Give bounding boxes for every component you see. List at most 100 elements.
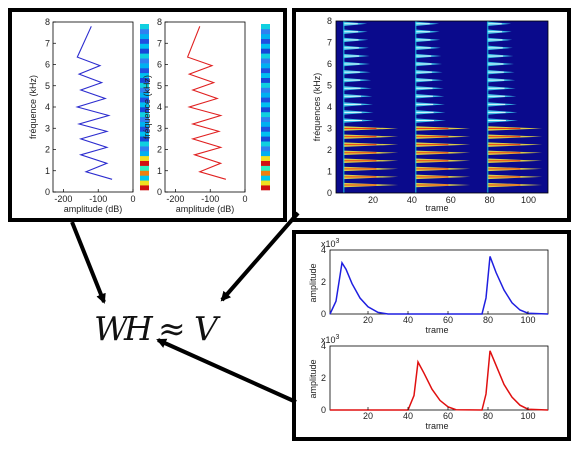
spectrum-right-colorbar-cell [261, 92, 270, 98]
activation-bottom-plot: 0 2 4 20 40 60 80 100 [321, 341, 549, 421]
activation-top-xtick-label: 60 [443, 315, 453, 325]
spectrum-left-colorbar-cell [140, 121, 149, 127]
spectrum-left-ytick-label: 6 [45, 60, 50, 70]
spectrogram-ytick-label: 8 [327, 16, 332, 26]
activation-bottom-line [330, 350, 549, 411]
spectrum-left-ytick-label: 7 [45, 38, 50, 48]
spectrum-right-ytick-label: 0 [157, 187, 162, 197]
formula-approx: ≈ [158, 309, 186, 348]
spectrum-left-colorbar [140, 24, 149, 191]
formula-w: W [94, 309, 131, 348]
spectrum-left-colorbar-cell [140, 146, 149, 152]
activation-top-xtick-label: 40 [403, 315, 413, 325]
spectrum-left-colorbar-cell [140, 43, 149, 49]
spectrum-right-colorbar-cell [261, 63, 270, 69]
activation-top-line [329, 256, 549, 315]
spectrogram-ytick-label: 0 [327, 188, 332, 198]
arrow-activations-to-formula [156, 338, 297, 404]
activation-top-ytick-label: 0 [321, 309, 326, 319]
spectrogram-ytick-label: 2 [327, 145, 332, 155]
activations-panel: 0 2 4 20 40 60 80 100 amplitude trame x103 0 2 4 2… [308, 238, 549, 431]
spectrum-left-colorbar-cell [140, 126, 149, 132]
spectrum-left-colorbar-cell [140, 77, 149, 83]
spectrum-left-colorbar-cell [140, 111, 149, 118]
spectrum-left-line [75, 26, 113, 180]
spectrum-left-ytick-label: 2 [45, 145, 50, 155]
spectrum-right-xlabel: amplitude (dB) [176, 204, 235, 214]
spectrum-right-colorbar-cell [261, 24, 270, 30]
spectrum-left-xtick-label: -200 [54, 194, 72, 204]
spectrum-right-colorbar [261, 24, 270, 191]
spectrum-right-colorbar-cell [261, 97, 270, 103]
spectrum-right-colorbar-cell [261, 160, 270, 166]
activation-top-plot: 0 2 4 20 40 60 80 100 [321, 245, 549, 325]
activation-top-xtick-label: 100 [520, 315, 535, 325]
spectrum-left-colorbar-cell [140, 116, 149, 122]
spectrum-left-colorbar-cell [140, 141, 149, 147]
spectrum-right-ytick-label: 1 [157, 166, 162, 176]
spectrum-right-ytick-label: 6 [157, 60, 162, 70]
activation-bottom-xlabel: trame [425, 421, 448, 431]
spectrogram-background [336, 21, 548, 193]
spectrum-left-colorbar-cell [140, 97, 149, 103]
spectrum-left-colorbar-cell [140, 165, 149, 171]
spectrogram-panel: 0 1 2 3 4 5 6 7 8 20 40 60 80 100 fréquences (kHz) tr… [312, 16, 549, 213]
spectrum-left-ytick-label: 3 [45, 123, 50, 133]
spectrum-left-xtick-label: -100 [89, 194, 107, 204]
spectrum-left-colorbar-cell [140, 63, 149, 69]
spectrum-left-ytick-label: 8 [45, 17, 50, 27]
activation-top-xlabel: trame [425, 325, 448, 335]
spectrum-right-colorbar-cell [261, 58, 270, 64]
spectrum-left-xlabel: amplitude (dB) [64, 204, 123, 214]
spectrum-right-colorbar-cell [261, 87, 270, 93]
spectrum-right-xtick-label: 0 [242, 194, 247, 204]
activation-top-xtick-label: 80 [483, 315, 493, 325]
spectrum-right-ylabel: fréquence (kHz) [142, 75, 152, 139]
spectrogram-xtick-label: 60 [446, 195, 456, 205]
spectrum-right-colorbar-cell [261, 43, 270, 49]
spectrum-right-colorbar-cell [261, 141, 270, 147]
spectrum-left-ytick-label: 4 [45, 102, 50, 112]
spectrum-left-plot: 0 1 2 3 4 5 6 7 8 -200 -100 0 [45, 17, 136, 204]
spectrum-right-colorbar-cell [261, 38, 270, 44]
spectrum-right-colorbar-cell [261, 72, 270, 78]
spectrum-right-xtick-label: -100 [201, 194, 219, 204]
spectrum-left-xtick-label: 0 [130, 194, 135, 204]
activation-top-ylabel: amplitude [308, 263, 318, 302]
spectrogram-xtick-label: 40 [407, 195, 417, 205]
spectrum-right-ytick-label: 7 [157, 38, 162, 48]
spectrum-right-colorbar-cell [261, 121, 270, 127]
spectrum-right-colorbar-cell [261, 165, 270, 171]
spectrogram-xtick-label: 100 [521, 195, 536, 205]
spectrum-right-colorbar-cell [261, 136, 270, 142]
spectrum-right-colorbar-cell [261, 82, 270, 88]
spectrum-left-ytick-label: 1 [45, 166, 50, 176]
spectrogram-axes [335, 20, 549, 194]
spectrum-right-colorbar-cell [261, 116, 270, 122]
spectrum-left-axes [52, 21, 134, 193]
activation-bottom-ytick-label: 4 [321, 341, 326, 351]
spectrum-left-colorbar-cell [140, 170, 149, 176]
activation-top-axes [329, 249, 549, 315]
spectrum-left-colorbar-cell [140, 53, 149, 59]
spectrum-left-colorbar-cell [140, 180, 149, 186]
spectrogram-ytick-label: 5 [327, 81, 332, 91]
spectrogram-ylabel: fréquences (kHz) [312, 73, 322, 142]
spectrum-left-colorbar-cell [140, 136, 149, 142]
spectrum-left-ytick-label: 5 [45, 81, 50, 91]
spectrum-left-colorbar-cell [140, 82, 149, 88]
spectrum-right-colorbar-cell [261, 131, 270, 137]
activation-bottom-ylabel: amplitude [308, 359, 318, 398]
spectrum-left-colorbar-cell [140, 48, 149, 54]
activation-bottom-ytick-label: 0 [321, 405, 326, 415]
spectrum-left-ylabel: fréquence (kHz) [28, 75, 38, 139]
spectrogram-xtick-label: 20 [368, 195, 378, 205]
spectrum-right-plot: 0 1 2 3 4 5 6 7 8 -200 -100 0 [157, 17, 248, 204]
arrow-spectrogram-to-formula [220, 211, 300, 302]
spectrum-left-colorbar-cell [140, 131, 149, 137]
spectrum-right-colorbar-cell [261, 28, 270, 35]
spectrum-right-ytick-label: 8 [157, 17, 162, 27]
spectrum-right-ytick-label: 4 [157, 102, 162, 112]
activation-bottom-xtick-label: 80 [483, 411, 493, 421]
spectrum-left-colorbar-cell [140, 58, 149, 64]
